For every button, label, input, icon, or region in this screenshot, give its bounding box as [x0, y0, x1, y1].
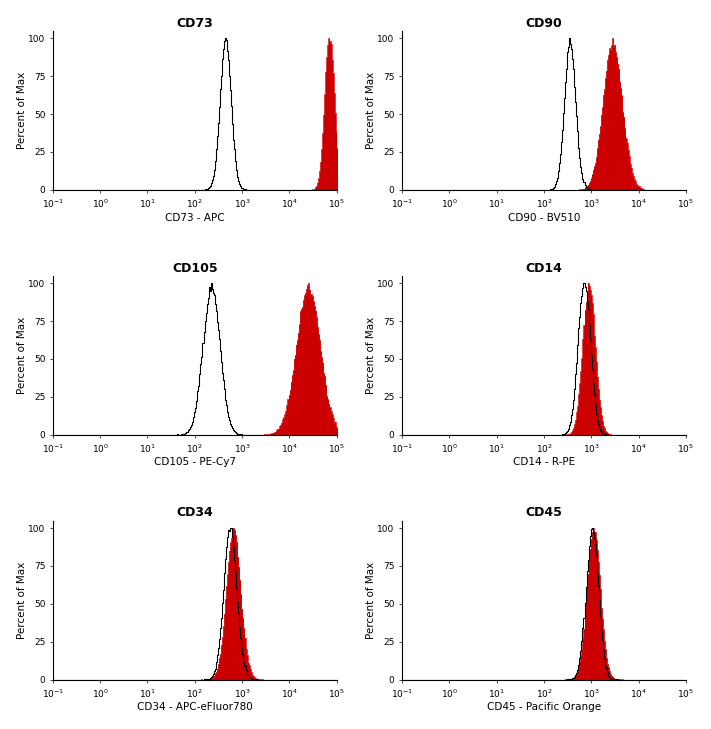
Title: CD45: CD45 — [525, 507, 562, 519]
X-axis label: CD73 - APC: CD73 - APC — [165, 213, 225, 222]
Y-axis label: Percent of Max: Percent of Max — [366, 71, 376, 149]
X-axis label: CD105 - PE-Cy7: CD105 - PE-Cy7 — [154, 458, 236, 467]
Title: CD105: CD105 — [172, 262, 218, 275]
X-axis label: CD45 - Pacific Orange: CD45 - Pacific Orange — [487, 702, 601, 712]
Y-axis label: Percent of Max: Percent of Max — [16, 316, 27, 394]
Y-axis label: Percent of Max: Percent of Max — [366, 561, 376, 639]
X-axis label: CD34 - APC-eFluor780: CD34 - APC-eFluor780 — [137, 702, 252, 712]
Y-axis label: Percent of Max: Percent of Max — [16, 561, 27, 639]
Y-axis label: Percent of Max: Percent of Max — [366, 316, 376, 394]
Y-axis label: Percent of Max: Percent of Max — [16, 71, 27, 149]
Title: CD34: CD34 — [176, 507, 213, 519]
X-axis label: CD14 - R-PE: CD14 - R-PE — [513, 458, 575, 467]
X-axis label: CD90 - BV510: CD90 - BV510 — [508, 213, 580, 222]
Title: CD14: CD14 — [525, 262, 562, 275]
Title: CD90: CD90 — [525, 17, 562, 30]
Title: CD73: CD73 — [176, 17, 213, 30]
